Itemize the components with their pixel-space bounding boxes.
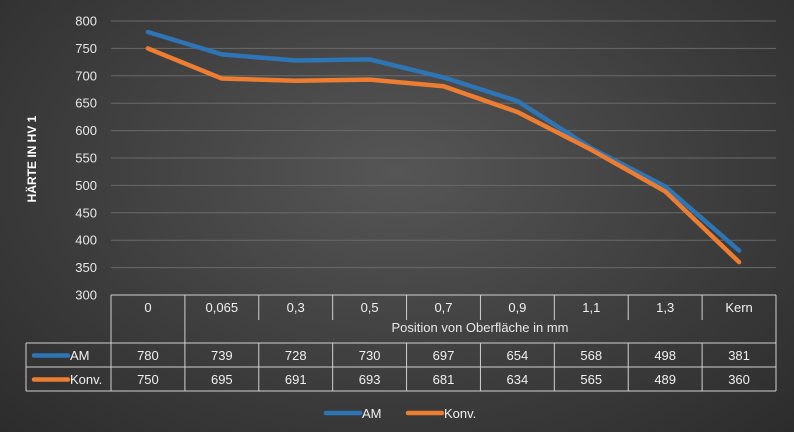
data-label: 730 [359,348,381,363]
series-line-am [145,29,742,253]
data-label: 568 [580,348,602,363]
data-label: 565 [580,372,602,387]
x-tick-label: 0,9 [508,300,526,315]
y-axis-ticks: 300 350 400 450 500 550 600 650 700 750 800 [75,14,97,303]
y-tick-label: 450 [75,205,97,220]
data-label: 728 [285,348,307,363]
y-tick-label: 550 [75,151,97,166]
series-line-konv [145,46,742,265]
data-label: 739 [211,348,233,363]
x-tick-label: 0,065 [206,300,239,315]
table-series-name: Konv. [70,372,102,387]
x-tick-label: Kern [725,300,752,315]
data-label: 360 [728,372,750,387]
data-label: 691 [285,372,307,387]
y-tick-label: 700 [75,68,97,83]
data-label: 489 [654,372,676,387]
y-tick-label: 400 [75,233,97,248]
y-tick-label: 750 [75,41,97,56]
data-label: 697 [433,348,455,363]
x-tick-label: 0,3 [287,300,305,315]
y-tick-label: 500 [75,178,97,193]
x-tick-label: 0,5 [361,300,379,315]
data-label: 634 [507,372,529,387]
series-lines [145,29,742,265]
legend-label: Konv. [444,406,476,421]
y-tick-label: 800 [75,14,97,29]
data-label: 780 [137,348,159,363]
y-tick-label: 300 [75,288,97,303]
x-tick-label: 0,7 [434,300,452,315]
y-tick-label: 350 [75,260,97,275]
y-tick-label: 650 [75,96,97,111]
data-label: 381 [728,348,750,363]
legend: AM Konv. [323,406,476,421]
y-axis-label: HÄRTE IN HV 1 [24,115,39,202]
gridlines [111,20,776,296]
data-label: 695 [211,372,233,387]
legend-label: AM [362,406,382,421]
data-label: 498 [654,348,676,363]
data-label: 681 [433,372,455,387]
data-table: 0 0,065 0,3 0,5 0,7 0,9 1,1 1,3 Kern AM 780 739 728 7… [25,294,777,392]
table-series-name: AM [70,348,90,363]
data-label: 693 [359,372,381,387]
x-tick-label: 0 [144,300,151,315]
x-tick-label: 1,1 [582,300,600,315]
data-label: 654 [507,348,529,363]
x-tick-label: 1,3 [656,300,674,315]
data-label: 750 [137,372,159,387]
x-axis-label: Position von Oberfläche in mm [391,320,568,335]
y-tick-label: 600 [75,123,97,138]
